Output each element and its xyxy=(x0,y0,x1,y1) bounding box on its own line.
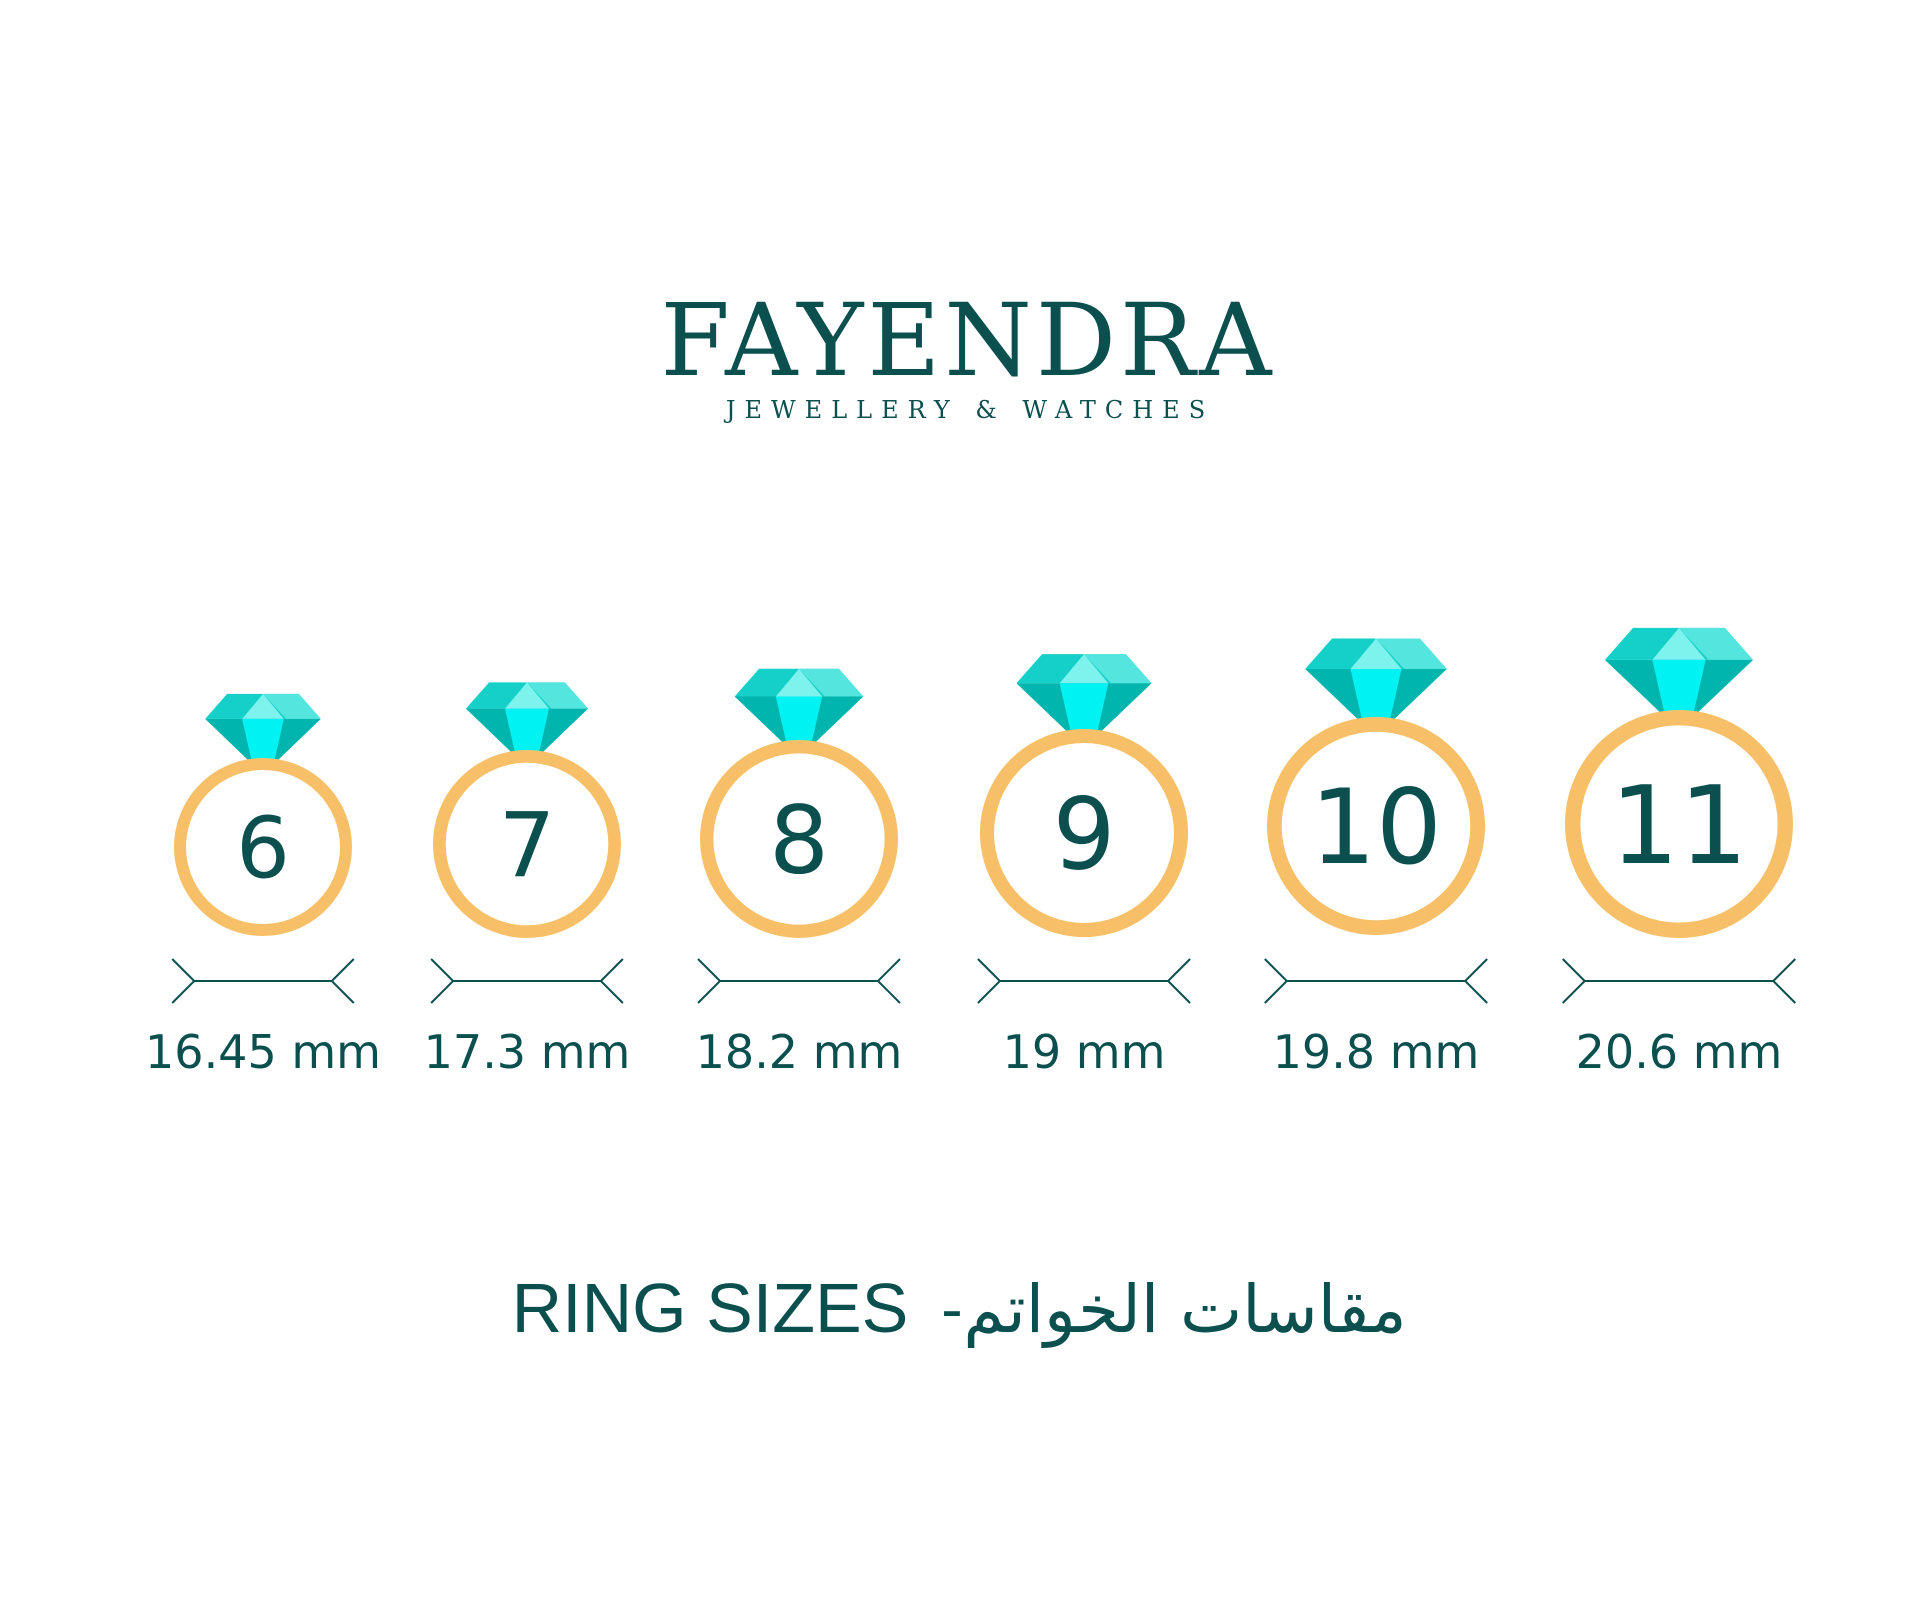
footer-title-en: RING SIZES xyxy=(512,1269,909,1347)
footer-separator: - xyxy=(941,1275,963,1345)
ring-item-10: 10 19.8 mm xyxy=(1264,638,1488,1079)
ring-band xyxy=(174,758,353,937)
ring-size-label: 7 xyxy=(499,794,556,898)
ring-diameter-label: 18.2 mm xyxy=(696,1025,903,1079)
ring-diameter-label: 20.6 mm xyxy=(1576,1025,1783,1079)
ring-band xyxy=(980,729,1189,938)
measure-line xyxy=(430,958,624,1004)
measure-line xyxy=(697,958,901,1004)
ring-size-label: 9 xyxy=(1053,777,1116,892)
ring-diameter-label: 19.8 mm xyxy=(1273,1025,1480,1079)
ring-band xyxy=(699,739,898,938)
footer-title-ar: مقاسات الخواتم xyxy=(963,1271,1406,1348)
ring-size-label: 11 xyxy=(1610,762,1748,889)
ring-band xyxy=(1564,710,1793,939)
measure-line xyxy=(1562,958,1796,1004)
diamond-icon xyxy=(205,693,321,760)
rings-group: 6 16.45 mm 7 17.3 mm 8 18.2 mm 9 19 mm 10 19.8 mm… xyxy=(145,627,1796,1079)
ring-size-label: 8 xyxy=(769,787,829,896)
ring-item-7: 7 17.3 mm xyxy=(424,682,631,1079)
ring-item-9: 9 19 mm xyxy=(977,654,1191,1079)
diamond-icon xyxy=(734,668,864,742)
ring-size-label: 6 xyxy=(236,799,290,897)
ring-size-label: 10 xyxy=(1310,768,1442,888)
measure-line xyxy=(977,958,1191,1004)
diamond-icon xyxy=(1305,638,1447,719)
ring-diameter-label: 16.45 mm xyxy=(145,1025,381,1079)
brand-logo: FAYENDRA xyxy=(660,282,1275,399)
brand-tagline: JEWELLERY & WATCHES xyxy=(723,396,1214,424)
ring-item-8: 8 18.2 mm xyxy=(696,668,903,1079)
diamond-icon xyxy=(465,682,589,752)
ring-diameter-label: 17.3 mm xyxy=(424,1025,631,1079)
ring-item-11: 11 20.6 mm xyxy=(1562,627,1796,1079)
diamond-icon xyxy=(1016,654,1152,731)
ring-item-6: 6 16.45 mm xyxy=(145,693,381,1079)
ring-band xyxy=(1267,716,1486,935)
ring-band xyxy=(433,749,621,938)
measure-line xyxy=(171,958,355,1004)
diamond-icon xyxy=(1604,627,1754,712)
ring-diameter-label: 19 mm xyxy=(1003,1025,1166,1079)
measure-line xyxy=(1264,958,1488,1004)
